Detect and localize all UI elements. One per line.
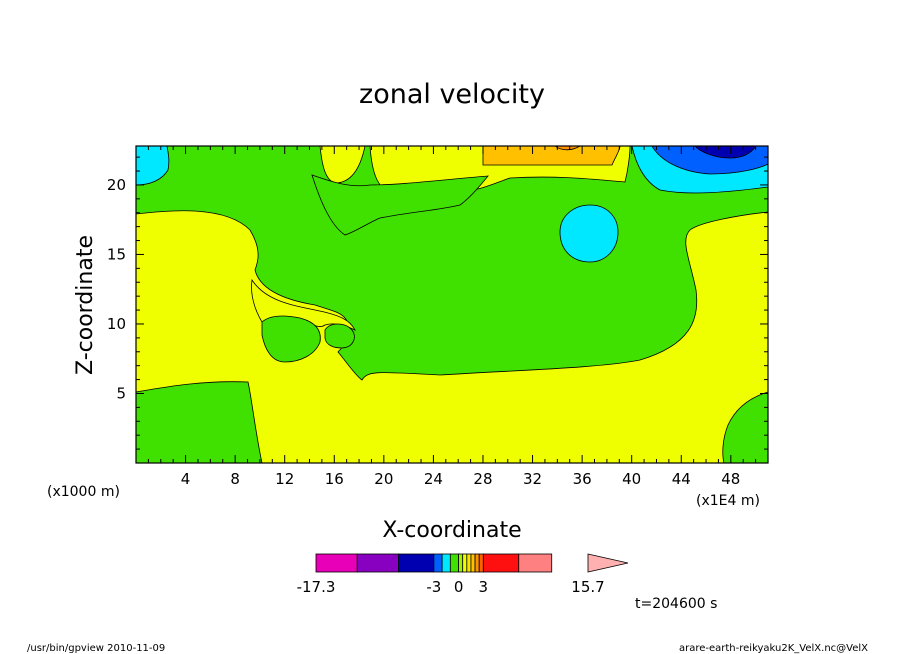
axis-ticks [136, 146, 768, 463]
colorbar-segment [482, 553, 520, 573]
colorbar-segment [449, 553, 459, 573]
colorbar-segment [356, 553, 399, 573]
colorbar-labels: -17.3 -3 0 3 15.7 [297, 578, 605, 596]
x-tick-label: 4 [181, 470, 191, 488]
colorbar-segment [518, 553, 553, 573]
colorbar-arrow [587, 553, 629, 573]
region-negative-medium-left [136, 146, 170, 186]
x-axis-title: X-coordinate [382, 518, 521, 543]
x-tick-label: 32 [523, 470, 542, 488]
colorbar [315, 553, 629, 573]
colorbar-label: 3 [479, 578, 489, 596]
x-tick-label: 36 [573, 470, 592, 488]
x-tick-labels: 4 8 12 16 20 24 28 32 36 40 44 48 [181, 470, 741, 488]
x-tick-label: 8 [230, 470, 240, 488]
colorbar-segment [462, 553, 468, 573]
x-tick-label: 44 [672, 470, 691, 488]
footer-right: arare-earth-reikyaku2K_VelX.nc@VelX [679, 643, 868, 654]
time-label: t=204600 s [635, 596, 717, 612]
colorbar-segment [398, 553, 435, 573]
x-tick-label: 40 [622, 470, 641, 488]
y-tick-label: 15 [107, 245, 126, 263]
colorbar-segment [458, 553, 464, 573]
x-tick-label: 48 [721, 470, 740, 488]
colorbar-label: -17.3 [297, 578, 336, 596]
colorbar-label: -3 [426, 578, 441, 596]
chart-title: zonal velocity [359, 79, 545, 110]
y-tick-label: 20 [107, 176, 126, 194]
colorbar-segment [478, 553, 484, 573]
region-negative-small-lobe [324, 323, 355, 349]
x-tick-label: 28 [473, 470, 492, 488]
y-tick-label: 5 [116, 384, 126, 402]
region-negative-small-pocket [311, 174, 489, 236]
region-negative-small-bottom-left [136, 381, 263, 463]
colorbar-segment [474, 553, 480, 573]
x-tick-label: 16 [325, 470, 344, 488]
region-negative-small [136, 146, 768, 381]
x-tick-label: 20 [374, 470, 393, 488]
region-negative-medium-blob [559, 204, 619, 263]
x-unit-right: (x1E4 m) [696, 493, 760, 509]
region-negative-small-bottom-right [722, 391, 768, 463]
x-tick-label: 24 [424, 470, 443, 488]
y-tick-label: 10 [107, 315, 126, 333]
y-axis-title: Z-coordinate [73, 235, 98, 375]
colorbar-segment [433, 553, 443, 573]
region-positive-medium [482, 146, 621, 166]
region-negative-large [694, 146, 757, 159]
plot-frame [135, 145, 769, 464]
region-negative-small-island [261, 315, 321, 363]
colorbar-segment [441, 553, 451, 573]
y-tick-labels: 5 10 15 20 [107, 176, 126, 403]
colorbar-segment [470, 553, 476, 573]
colorbar-label: 15.7 [571, 578, 604, 596]
plot-area [136, 146, 768, 463]
colorbar-label: 0 [454, 578, 464, 596]
colorbar-segment [315, 553, 358, 573]
x-unit-left: (x1000 m) [47, 484, 120, 500]
footer-left: /usr/bin/gpview 2010-11-09 [27, 643, 165, 654]
x-tick-label: 12 [275, 470, 294, 488]
colorbar-segment [466, 553, 472, 573]
